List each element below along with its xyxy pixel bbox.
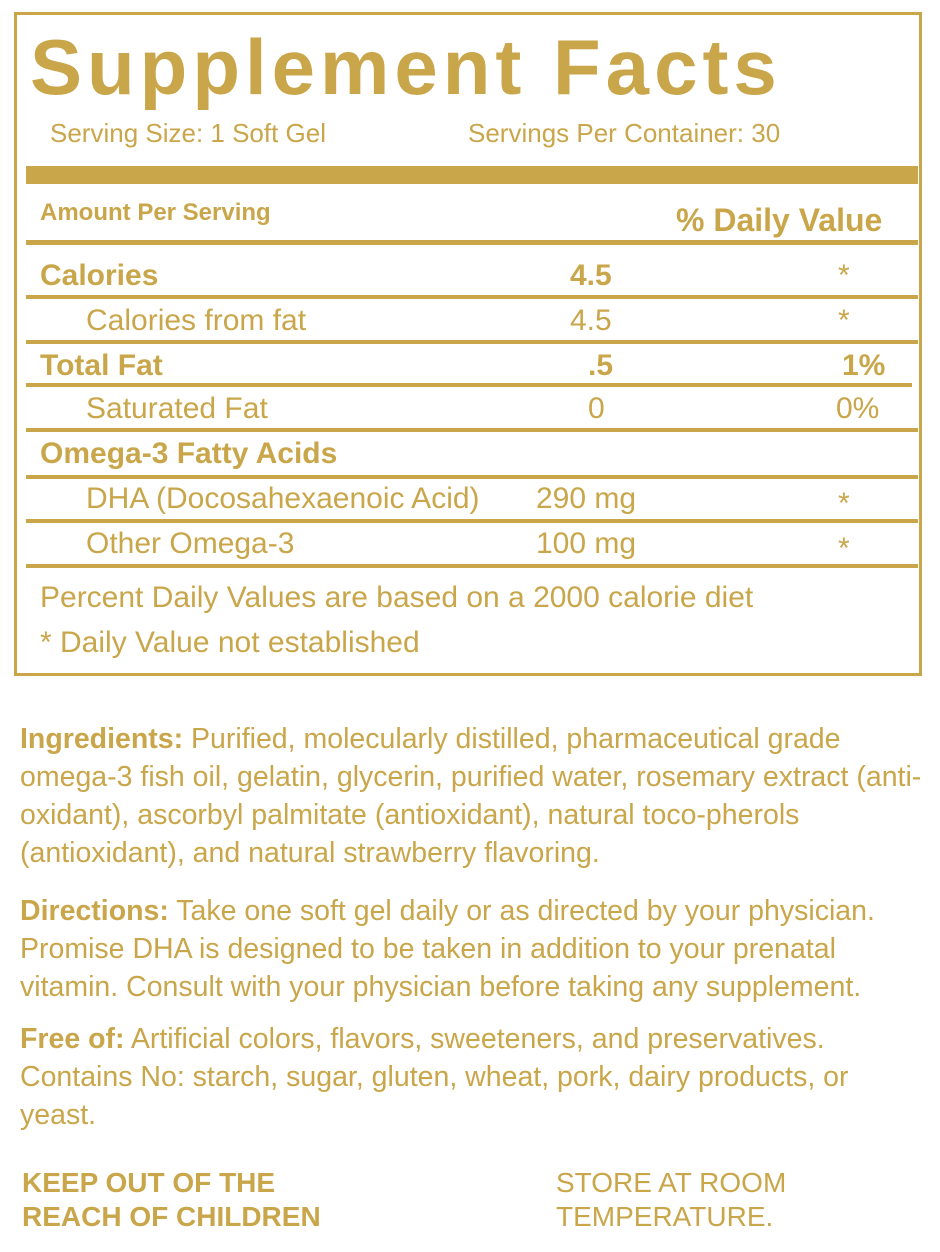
row-other-omega3-name: Other Omega-3 xyxy=(86,527,295,560)
directions-paragraph: Directions: Take one soft gel daily or a… xyxy=(20,892,930,1006)
row-divider xyxy=(26,340,918,344)
free-of-paragraph: Free of: Artificial colors, flavors, swe… xyxy=(20,1020,930,1134)
row-calories-name: Calories xyxy=(40,259,159,292)
storage-instruction-line1: STORE AT ROOM xyxy=(556,1167,787,1198)
row-saturated-fat-name: Saturated Fat xyxy=(86,392,268,425)
children-warning-line1: KEEP OUT OF THE xyxy=(22,1167,276,1198)
row-omega3-name: Omega-3 Fatty Acids xyxy=(40,437,338,470)
row-total-fat-amount: .5 xyxy=(588,349,614,382)
row-divider xyxy=(26,295,918,299)
row-calories-from-fat-dv: * xyxy=(838,304,850,337)
ingredients-text: Purified, molecularly distilled, pharmac… xyxy=(20,723,922,869)
row-divider xyxy=(26,519,918,523)
row-calories-from-fat-name: Calories from fat xyxy=(86,304,307,337)
servings-per-container: Servings Per Container: 30 xyxy=(468,118,781,148)
free-of-label: Free of: xyxy=(20,1023,125,1055)
footnote-not-established: * Daily Value not established xyxy=(40,626,420,659)
ingredients-paragraph: Ingredients: Purified, molecularly disti… xyxy=(20,720,930,872)
row-calories-amount: 4.5 xyxy=(570,259,612,292)
children-warning: KEEP OUT OF THE REACH OF CHILDREN xyxy=(22,1166,321,1234)
storage-instruction-line2: TEMPERATURE. xyxy=(556,1201,774,1232)
ingredients-label: Ingredients: xyxy=(20,723,184,755)
children-warning-line2: REACH OF CHILDREN xyxy=(22,1201,321,1232)
row-total-fat-dv: 1% xyxy=(842,349,886,382)
storage-instruction: STORE AT ROOM TEMPERATURE. xyxy=(556,1166,786,1234)
panel-title: Supplement Facts xyxy=(30,23,782,111)
row-dha-name: DHA (Docosahexaenoic Acid) xyxy=(86,482,480,515)
serving-size: Serving Size: 1 Soft Gel xyxy=(50,118,327,148)
row-divider xyxy=(26,564,918,568)
row-other-omega3-dv: * xyxy=(838,532,850,565)
amount-per-serving-header: Amount Per Serving xyxy=(40,199,271,226)
row-dha-dv: * xyxy=(838,487,850,520)
row-divider xyxy=(26,428,918,432)
row-total-fat-name: Total Fat xyxy=(40,349,163,382)
row-calories-from-fat-amount: 4.5 xyxy=(570,304,612,337)
row-divider xyxy=(26,383,912,387)
row-calories-dv: * xyxy=(838,259,850,292)
row-other-omega3-amount: 100 mg xyxy=(536,527,637,560)
daily-value-header: % Daily Value xyxy=(676,202,883,238)
footnote-daily-values: Percent Daily Values are based on a 2000… xyxy=(40,581,754,614)
thick-divider xyxy=(26,166,918,184)
row-saturated-fat-amount: 0 xyxy=(588,392,605,425)
directions-text: Take one soft gel daily or as directed b… xyxy=(20,895,875,1003)
header-divider xyxy=(26,240,918,245)
row-saturated-fat-dv: 0% xyxy=(836,392,880,425)
directions-label: Directions: xyxy=(20,895,169,927)
free-of-text: Artificial colors, flavors, sweeteners, … xyxy=(20,1023,849,1131)
row-dha-amount: 290 mg xyxy=(536,482,637,515)
row-divider xyxy=(26,475,918,479)
supplement-facts-panel xyxy=(14,12,922,676)
